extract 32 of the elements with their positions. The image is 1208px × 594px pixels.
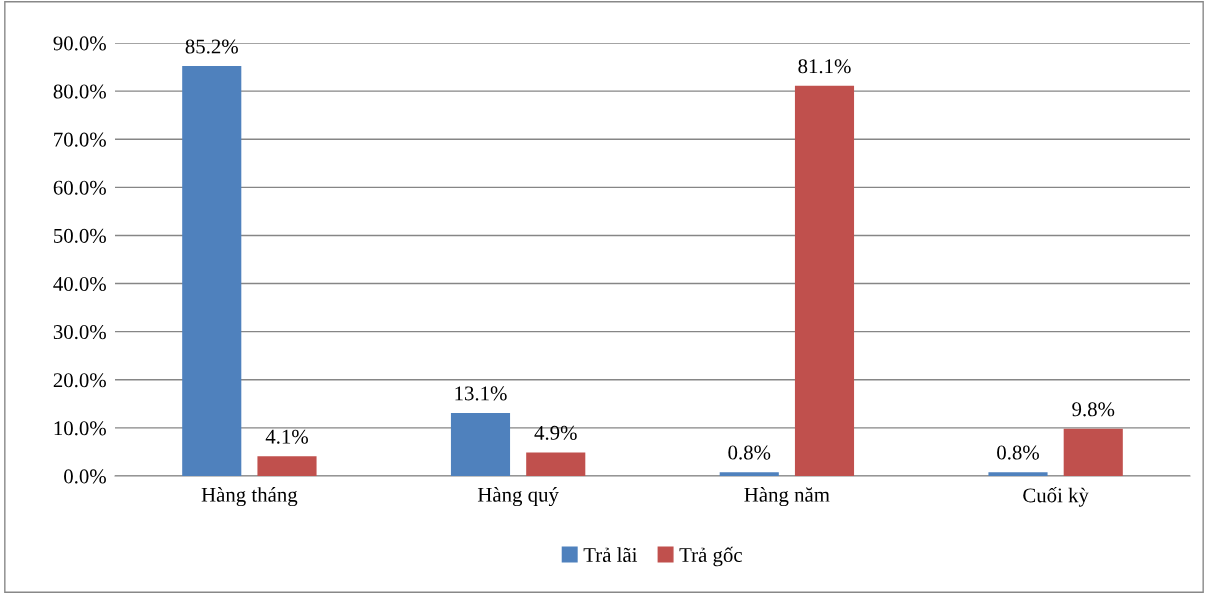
y-tick-label: 60.0%	[53, 180, 106, 195]
data-label: 81.1%	[798, 59, 851, 74]
x-tick-label: Cuối kỳ	[1023, 487, 1089, 507]
bar	[1063, 428, 1123, 476]
y-tick-label: 50.0%	[54, 228, 106, 243]
data-label: 4.9%	[534, 425, 577, 440]
legend-label: Trả gốc	[679, 546, 742, 567]
bar	[794, 85, 855, 476]
y-tick-label: 70.0%	[54, 132, 106, 147]
y-tick-label: 30.0%	[53, 325, 106, 340]
data-label: 0.8%	[728, 445, 771, 460]
data-label: 9.8%	[1072, 402, 1115, 417]
y-tick-label: 20.0%	[53, 373, 106, 388]
y-tick-label: 10.0%	[54, 421, 106, 436]
bar	[526, 452, 586, 476]
x-tick-label: Hàng năm	[744, 487, 830, 507]
bar	[988, 472, 1048, 476]
bar	[450, 412, 511, 476]
y-tick-label: 80.0%	[53, 84, 106, 99]
legend-label: Trả lãi	[583, 547, 638, 562]
data-label: 85.2%	[185, 39, 238, 54]
data-label: 13.1%	[455, 386, 507, 401]
y-tick-label: 0.0%	[64, 469, 106, 484]
data-label: 4.1%	[265, 429, 308, 444]
x-tick-label: Hàng quý	[477, 487, 559, 507]
x-tick-label: Hàng tháng	[201, 487, 298, 507]
y-tick-label: 90.0%	[53, 36, 106, 51]
y-tick-label: 40.0%	[53, 276, 106, 292]
bar	[719, 472, 779, 476]
bar	[257, 456, 317, 476]
data-label: 0.8%	[997, 445, 1039, 460]
bar	[182, 66, 242, 476]
